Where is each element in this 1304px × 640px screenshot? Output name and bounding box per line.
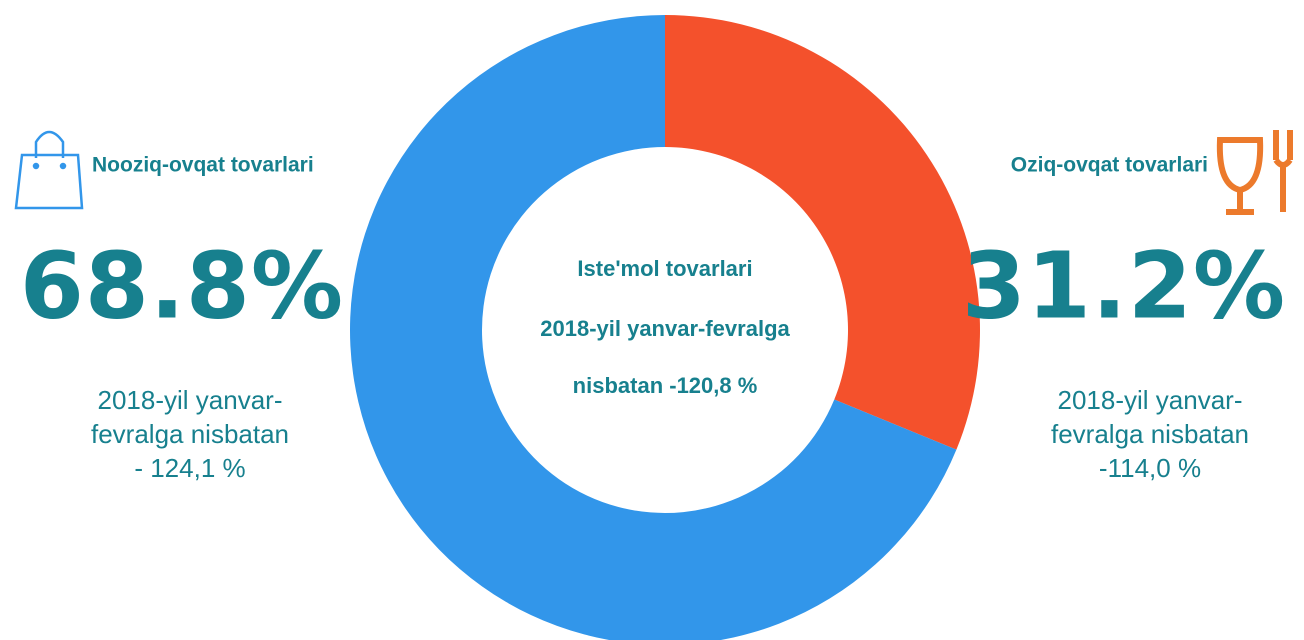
center-title: Iste'mol tovarlari	[577, 256, 752, 281]
note: - 124,1 %	[134, 453, 245, 483]
center-text: 2018-yil yanvar-fevralga	[540, 316, 790, 341]
value-label: 31.2%	[962, 232, 1286, 339]
value-label: 68.8%	[20, 232, 344, 339]
note: 2018-yil yanvar-	[1058, 385, 1243, 415]
legend-label: Nooziq-ovqat tovarlari	[92, 154, 314, 177]
note: fevralga nisbatan	[91, 419, 289, 449]
bag-icon	[14, 130, 84, 210]
note: fevralga nisbatan	[1051, 419, 1249, 449]
center-text: nisbatan -120,8 %	[573, 373, 758, 398]
food-icon	[1216, 130, 1293, 215]
slice	[350, 15, 957, 640]
donut	[350, 15, 980, 640]
legend-label: Oziq-ovqat tovarlari	[1011, 154, 1208, 177]
note: 2018-yil yanvar-	[98, 385, 283, 415]
note: -114,0 %	[1099, 453, 1201, 483]
slice	[665, 15, 980, 450]
